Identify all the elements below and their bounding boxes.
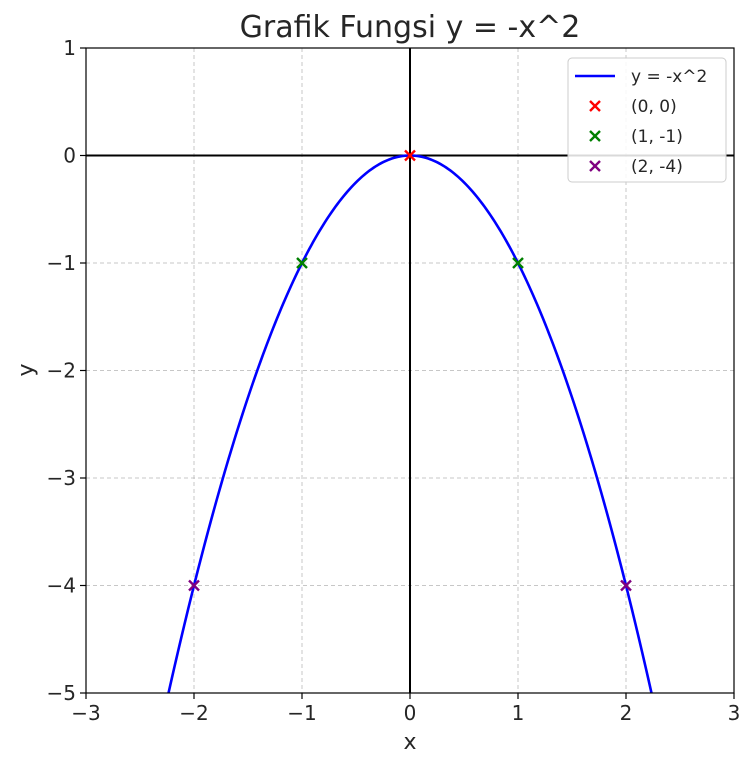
y-tick-label: −4 xyxy=(47,574,76,598)
y-tick-label: −5 xyxy=(47,681,76,705)
y-tick-label: 0 xyxy=(63,144,76,168)
x-tick-label: 3 xyxy=(728,701,741,725)
y-tick-label: 1 xyxy=(63,36,76,60)
y-tick-label: −3 xyxy=(47,466,76,490)
x-tick-label: 1 xyxy=(512,701,525,725)
y-tick-label: −1 xyxy=(47,251,76,275)
marker-stroke xyxy=(589,130,601,142)
legend-marker xyxy=(589,130,601,142)
legend-marker xyxy=(589,100,601,112)
legend-entry-label: (1, -1) xyxy=(631,127,683,147)
ticks: −3 −2 −1 0 1 2 3 1 0 −1 −2 −3 −4 −5 xyxy=(47,36,741,725)
x-axis-label: x xyxy=(403,730,416,755)
legend-marker xyxy=(589,160,601,172)
x-tick-label: 2 xyxy=(620,701,633,725)
marker-stroke xyxy=(589,160,601,172)
markers xyxy=(188,149,632,592)
x-tick-label: −2 xyxy=(179,701,208,725)
marker-stroke xyxy=(620,579,632,592)
legend-entry-label: y = -x^2 xyxy=(631,67,707,87)
marker-stroke xyxy=(188,579,200,592)
legend-entry-label: (2, -4) xyxy=(631,157,683,177)
point-marker xyxy=(620,579,632,592)
point-marker xyxy=(404,149,416,162)
x-tick-label: 0 xyxy=(404,701,417,725)
marker-stroke xyxy=(404,149,416,162)
x-tick-label: −3 xyxy=(71,701,100,725)
chart-title: Grafik Fungsi y = -x^2 xyxy=(240,10,581,45)
marker-stroke xyxy=(589,100,601,112)
y-axis-label: y xyxy=(14,363,39,376)
marker-stroke xyxy=(512,257,524,269)
point-marker xyxy=(296,257,308,269)
legend-entry-label: (0, 0) xyxy=(631,97,677,117)
x-tick-label: −1 xyxy=(287,701,316,725)
point-marker xyxy=(188,579,200,592)
marker-stroke xyxy=(296,257,308,269)
legend: y = -x^2 (0, 0) (1, -1) (2, -4) xyxy=(567,57,727,183)
y-tick-label: −2 xyxy=(47,359,76,383)
legend-box xyxy=(567,57,727,183)
point-marker xyxy=(512,257,524,269)
